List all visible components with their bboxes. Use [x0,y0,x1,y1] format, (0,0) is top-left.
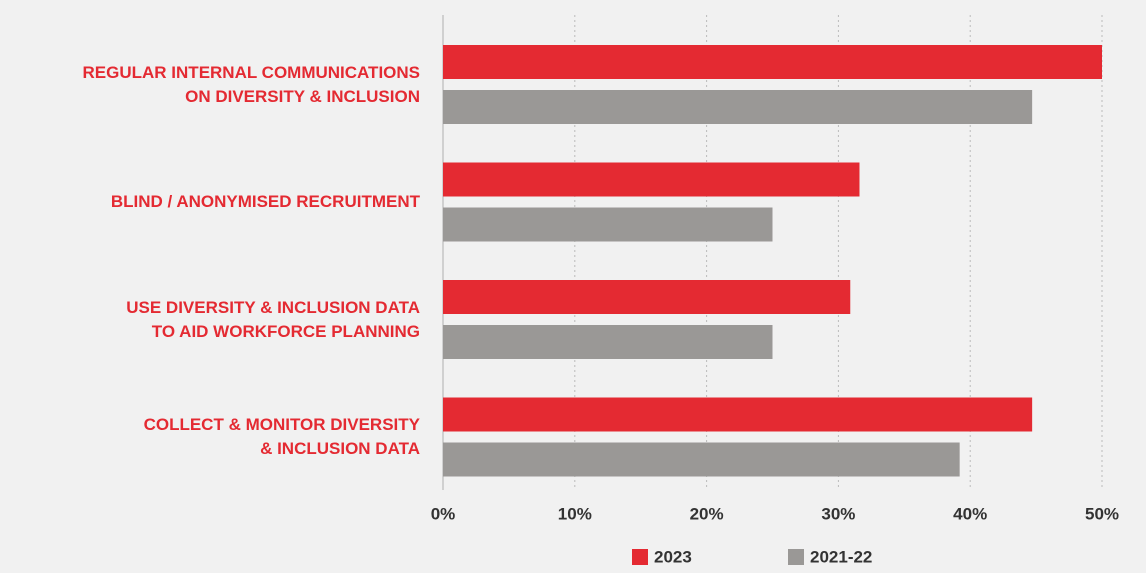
x-tick-label: 10% [558,504,592,523]
x-tick-label: 0% [431,504,456,523]
bar [443,162,860,197]
legend-swatch [632,549,648,565]
x-tick-label: 50% [1085,504,1119,523]
legend-swatch [788,549,804,565]
bar [443,207,773,242]
category-label: BLIND / ANONYMISED RECRUITMENT [110,192,420,211]
x-tick-label: 30% [821,504,855,523]
category-label: COLLECT & MONITOR DIVERSITY & INCLUSION … [143,415,420,458]
legend-label: 2021-22 [810,547,872,566]
bar [443,45,1102,79]
bar [443,90,1033,124]
category-label: REGULAR INTERNAL COMMUNICATIONS ON DIVER… [82,62,420,106]
x-tick-label: 40% [953,504,987,523]
legend-label: 2023 [654,547,692,566]
bar [443,325,773,359]
bar [443,280,851,314]
bar [443,442,960,477]
bar [443,397,1033,432]
x-tick-label: 20% [690,504,724,523]
category-label: USE DIVERSITY & INCLUSION DATA TO AID WO… [126,297,420,341]
